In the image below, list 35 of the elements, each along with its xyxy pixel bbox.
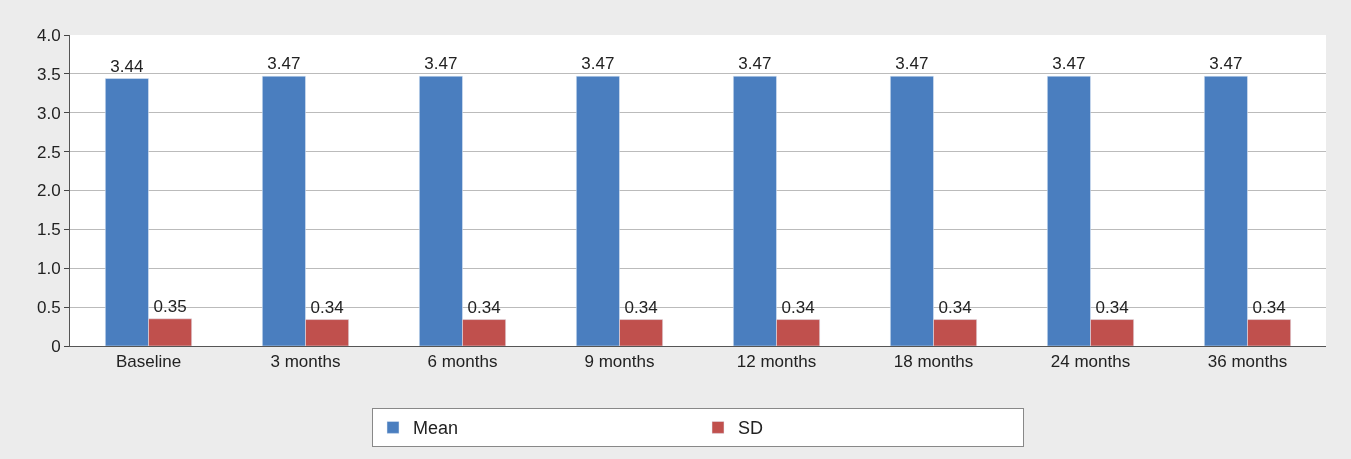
legend-label: SD [738,418,764,439]
y-tick-label: 3.5 [36,64,61,84]
data-label: 0.34 [624,297,658,317]
x-tick-label: 18 months [893,352,974,372]
data-label: 0.34 [1095,297,1129,317]
y-tick-label: 2.0 [36,181,61,201]
data-label: 0.34 [310,297,344,317]
x-tick-label: 36 months [1207,352,1288,372]
legend-label: Mean [413,418,459,439]
data-label: 3.47 [895,54,929,74]
data-label: 0.34 [467,297,501,317]
data-label: 3.47 [1052,54,1086,74]
data-label: 0.34 [781,297,815,317]
data-label: 0.34 [1252,297,1286,317]
data-label: 3.47 [1209,54,1243,74]
y-tick-label: 1.5 [36,220,61,240]
y-tick-label: 0 [51,336,61,356]
data-label: 3.47 [424,54,458,74]
y-tick-label: 3.0 [36,103,61,123]
x-tick-label: 6 months [427,352,498,372]
y-tick-label: 4.0 [36,25,61,45]
y-tick-label: 0.5 [36,298,61,318]
data-label: 3.47 [738,54,772,74]
data-label: 3.47 [581,54,615,74]
x-tick-label: Baseline [115,352,182,372]
x-tick-label: 24 months [1050,352,1131,372]
y-tick-label: 1.0 [36,259,61,279]
y-tick-label: 2.5 [36,142,61,162]
x-tick-label: 12 months [736,352,817,372]
x-tick-label: 3 months [270,352,341,372]
data-label: 0.34 [938,297,972,317]
data-label: 3.44 [110,56,144,76]
x-tick-label: 9 months [584,352,655,372]
data-label: 0.35 [153,296,187,316]
data-label: 3.47 [267,54,301,74]
